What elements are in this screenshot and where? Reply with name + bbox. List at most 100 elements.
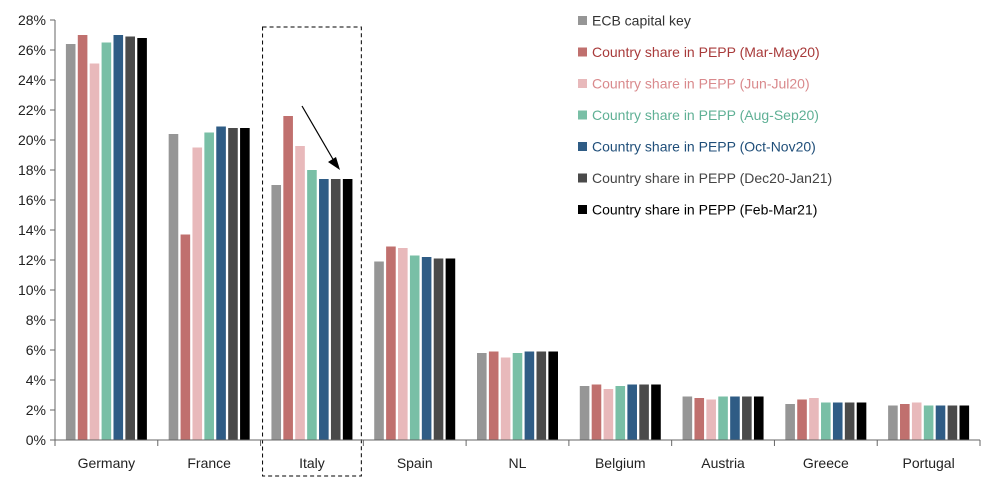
bar <box>488 351 499 440</box>
legend-entry: Country share in PEPP (Feb-Mar21) <box>592 202 817 218</box>
bar <box>271 185 282 440</box>
bar <box>409 255 420 440</box>
bar <box>307 170 317 440</box>
bar <box>204 132 214 440</box>
bar <box>101 42 112 440</box>
legend-swatch <box>578 142 587 151</box>
bar <box>947 405 958 440</box>
bar <box>548 351 558 440</box>
bar <box>137 38 147 440</box>
bar <box>168 134 179 440</box>
bar <box>742 396 752 440</box>
bar <box>797 399 807 440</box>
bar <box>77 35 88 440</box>
bar <box>398 248 408 440</box>
bar <box>125 36 135 440</box>
bar <box>113 35 124 440</box>
bar <box>627 384 637 440</box>
bar <box>706 399 716 440</box>
bar <box>651 384 661 440</box>
legend-entry: ECB capital key <box>592 13 691 29</box>
bar <box>694 398 705 440</box>
axes-layer: 0% 2% 4% 6% 8% 10% 12% 14% 16% 18% 20% 22% 24% 26% 28%… <box>18 12 981 471</box>
bar <box>959 405 970 440</box>
bar <box>536 351 547 440</box>
bar <box>477 353 487 440</box>
y-tick-label: 18% <box>18 162 46 178</box>
bar <box>935 405 946 440</box>
bar <box>785 404 795 440</box>
bar <box>386 246 396 440</box>
x-tick-label: Italy <box>299 455 325 471</box>
legend-swatch <box>578 173 587 183</box>
bar <box>512 353 523 440</box>
bar <box>844 402 855 440</box>
legend-swatch <box>578 16 587 25</box>
x-tick-label: Belgium <box>595 455 646 471</box>
y-tick-label: 28% <box>18 12 46 28</box>
bar <box>809 398 819 440</box>
bar <box>240 128 250 440</box>
legend-entry: Country share in PEPP (Mar-May20) <box>592 44 820 60</box>
bar <box>500 357 511 440</box>
x-tick-label: France <box>187 455 231 471</box>
legend-swatch <box>578 47 587 57</box>
y-tick-label: 26% <box>18 42 46 58</box>
legend-swatch <box>578 110 587 120</box>
bar <box>283 116 293 440</box>
bar <box>730 396 740 440</box>
bar <box>900 404 910 440</box>
bar <box>295 146 305 440</box>
legend: ECB capital key Country share in PEPP (Ma… <box>578 13 832 218</box>
bar <box>421 257 432 440</box>
y-tick-label: 16% <box>18 192 46 208</box>
y-tick-label: 0% <box>26 432 46 448</box>
bar <box>65 44 76 440</box>
bar <box>330 179 341 440</box>
y-tick-label: 4% <box>26 372 46 388</box>
y-tick-label: 10% <box>18 282 46 298</box>
x-tick-label: Austria <box>701 455 745 471</box>
trend-arrow-head <box>328 157 340 170</box>
y-tick-label: 2% <box>26 402 46 418</box>
trend-arrow-shaft <box>301 105 335 162</box>
bar <box>433 258 444 440</box>
y-tick-label: 14% <box>18 222 46 238</box>
highlight-box <box>262 26 362 477</box>
y-tick-label: 20% <box>18 132 46 148</box>
bar <box>180 234 191 440</box>
bar <box>603 389 614 440</box>
legend-entry: Country share in PEPP (Jun-Jul20) <box>592 76 810 92</box>
bar <box>579 386 590 440</box>
y-tick-label: 24% <box>18 72 46 88</box>
y-tick-label: 8% <box>26 312 46 328</box>
bar <box>718 396 728 440</box>
bar <box>911 402 922 440</box>
bar <box>319 179 329 440</box>
bar <box>832 402 843 440</box>
x-tick-label: Spain <box>397 455 433 471</box>
bar <box>682 396 693 440</box>
bar <box>923 405 934 440</box>
bar <box>228 128 238 440</box>
x-tick-label: Greece <box>803 455 849 471</box>
legend-entry: Country share in PEPP (Dec20-Jan21) <box>592 170 832 186</box>
annotation-layer <box>301 105 340 170</box>
bar <box>524 351 535 440</box>
bar <box>888 405 898 440</box>
bar <box>216 126 226 440</box>
bar <box>615 386 626 440</box>
bar <box>445 258 456 440</box>
bars-layer <box>65 35 970 440</box>
legend-entry: Country share in PEPP (Aug-Sep20) <box>592 107 819 123</box>
bar <box>342 179 353 440</box>
highlight-layer <box>262 26 362 477</box>
bar <box>374 261 384 440</box>
y-tick-label: 12% <box>18 252 46 268</box>
x-tick-label: NL <box>509 455 527 471</box>
y-tick-label: 6% <box>26 342 46 358</box>
bar <box>192 147 203 440</box>
bar <box>89 63 100 440</box>
legend-swatch <box>578 79 587 88</box>
